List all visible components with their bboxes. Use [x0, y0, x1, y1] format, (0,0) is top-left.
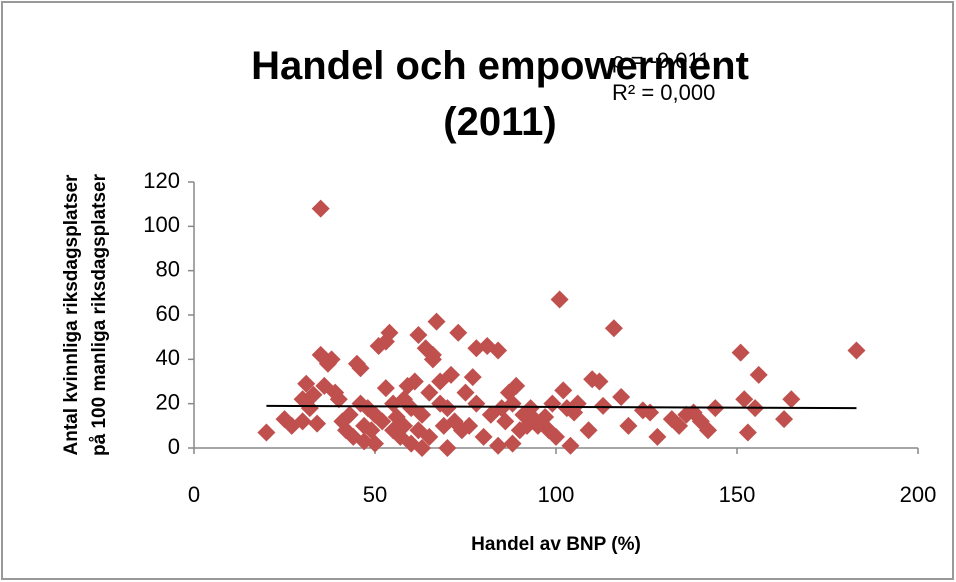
point: [699, 421, 718, 440]
y-tick-label: 0: [168, 434, 180, 459]
point: [362, 421, 381, 440]
point: [489, 341, 508, 360]
x-axis-label: Handel av BNP (%): [471, 534, 641, 555]
point: [735, 390, 754, 409]
y-tick-label: 80: [156, 256, 180, 281]
y-tick-label: 100: [143, 212, 180, 237]
point: [460, 416, 479, 435]
point: [413, 439, 432, 457]
y-tick-label: 120: [143, 168, 180, 193]
y-tick-label: 40: [156, 345, 180, 370]
point: [405, 372, 424, 391]
point: [554, 381, 573, 400]
point: [427, 312, 446, 331]
point: [782, 390, 801, 409]
point: [775, 410, 794, 429]
point: [604, 319, 623, 338]
point: [619, 416, 638, 435]
trend-line: [266, 404, 857, 410]
point: [503, 434, 522, 453]
annotation: R² = 0,000: [612, 80, 715, 105]
point: [293, 412, 312, 431]
point: [594, 396, 613, 415]
point: [496, 412, 515, 431]
point: [366, 434, 384, 453]
point: [749, 365, 768, 384]
point: [257, 423, 276, 442]
x-tick-label: 150: [719, 482, 756, 507]
point: [543, 394, 562, 413]
x-tick-label: 50: [363, 482, 387, 507]
point: [489, 436, 508, 455]
x-tick-label: 200: [900, 482, 937, 507]
point: [304, 385, 323, 404]
chart-title: Handel och empowerment (2011): [251, 44, 749, 144]
point: [394, 416, 413, 435]
point: [376, 379, 395, 398]
point: [300, 399, 319, 418]
point: [474, 427, 493, 446]
point: [536, 407, 555, 426]
point: [456, 383, 475, 402]
point: [579, 421, 598, 440]
point: [409, 325, 428, 344]
point: [731, 343, 750, 362]
point: [507, 376, 526, 395]
y-tick-label: 20: [156, 389, 180, 414]
point: [568, 394, 587, 413]
point: [438, 439, 457, 457]
point: [847, 341, 866, 360]
point: [322, 350, 341, 369]
y-axis-label: på 100 manliga riksdagsplatser: [89, 173, 110, 456]
point: [547, 427, 565, 446]
point: [438, 399, 457, 418]
point: [311, 199, 330, 218]
point: [463, 368, 482, 387]
point: [442, 365, 461, 384]
point: [670, 416, 689, 435]
y-axis-label: Antal kvinnliga riksdagsplatser: [61, 174, 82, 455]
point: [420, 427, 439, 446]
point: [449, 323, 468, 342]
point: [612, 388, 631, 407]
point: [561, 436, 580, 455]
point: [503, 394, 522, 413]
point: [423, 345, 442, 364]
point: [413, 405, 432, 424]
point: [308, 414, 327, 433]
point: [340, 405, 359, 424]
point: [648, 427, 667, 446]
point: [373, 412, 392, 431]
x-tick-label: 100: [538, 482, 575, 507]
point: [351, 359, 370, 378]
annotation: ρ = -0,011: [612, 48, 710, 73]
point: [467, 394, 486, 413]
point: [329, 390, 348, 409]
point: [297, 374, 316, 393]
point: [550, 290, 569, 309]
point: [420, 383, 439, 402]
point: [590, 372, 609, 391]
y-tick-label: 60: [156, 301, 180, 326]
point: [380, 323, 399, 342]
point: [738, 423, 757, 442]
x-tick-label: 0: [188, 482, 200, 507]
